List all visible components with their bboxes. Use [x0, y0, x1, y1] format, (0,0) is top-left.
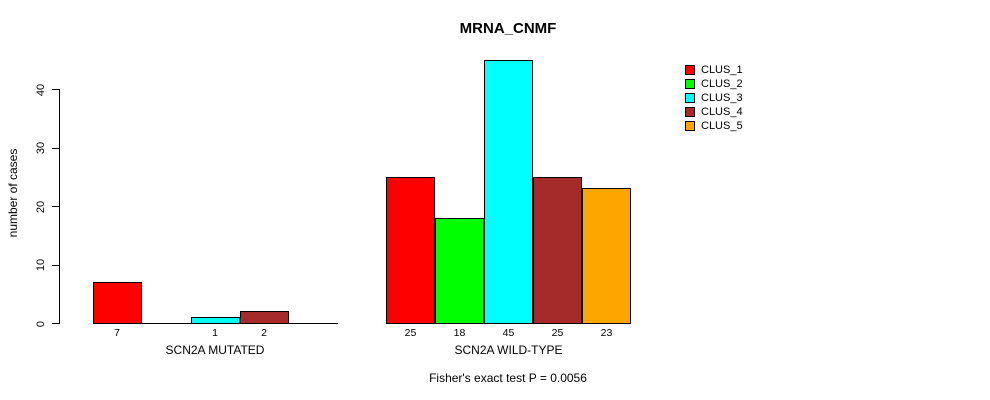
bar-value-label: 25	[551, 327, 564, 339]
legend-swatch-clus_5	[685, 121, 695, 131]
y-axis-tick	[52, 89, 59, 90]
legend-label: CLUS_2	[701, 78, 743, 90]
legend-swatch-clus_1	[685, 65, 695, 75]
y-axis-tick-label: 10	[35, 258, 47, 272]
legend-swatch-clus_3	[685, 93, 695, 103]
chart-title: MRNA_CNMF	[459, 20, 557, 37]
bar-clus_1	[386, 176, 435, 324]
bar-value-label: 1	[212, 327, 218, 339]
bar-value-label: 18	[453, 327, 466, 339]
legend-swatch-clus_4	[685, 107, 695, 117]
y-axis-tick-label: 30	[35, 141, 47, 155]
legend-label: CLUS_4	[701, 106, 743, 118]
bar-clus_5	[582, 188, 631, 324]
fisher-test-caption: Fisher's exact test P = 0.0056	[429, 371, 587, 385]
y-axis-tick-label: 20	[35, 200, 47, 213]
legend-swatch-clus_2	[685, 79, 695, 89]
y-axis-label: number of cases	[6, 148, 20, 238]
legend-label: CLUS_3	[701, 92, 743, 104]
bar-clus_4	[533, 176, 582, 324]
group-label: SCN2A WILD-TYPE	[454, 343, 563, 357]
y-axis-line	[59, 89, 60, 324]
y-axis-tick-label: 0	[35, 320, 47, 327]
group-label: SCN2A MUTATED	[165, 343, 265, 357]
y-axis-tick	[52, 264, 59, 266]
legend-label: CLUS_1	[701, 64, 743, 76]
bar-clus_3	[484, 59, 533, 324]
y-axis-tick-label: 40	[35, 83, 47, 96]
bar-value-label: 45	[502, 327, 515, 339]
y-axis-tick	[52, 147, 59, 149]
y-axis-tick	[52, 323, 59, 324]
bar-value-label: 25	[404, 327, 417, 339]
bar-clus_4	[239, 311, 289, 324]
bar-clus_2	[435, 217, 484, 324]
bar-value-label: 23	[600, 327, 613, 339]
bar-value-label: 2	[261, 327, 267, 339]
y-axis-tick	[52, 206, 59, 207]
bar-clus_1	[92, 282, 142, 324]
bar-clus_3	[190, 317, 240, 324]
bar-value-label: 7	[114, 327, 120, 339]
legend-label: CLUS_5	[701, 120, 743, 132]
